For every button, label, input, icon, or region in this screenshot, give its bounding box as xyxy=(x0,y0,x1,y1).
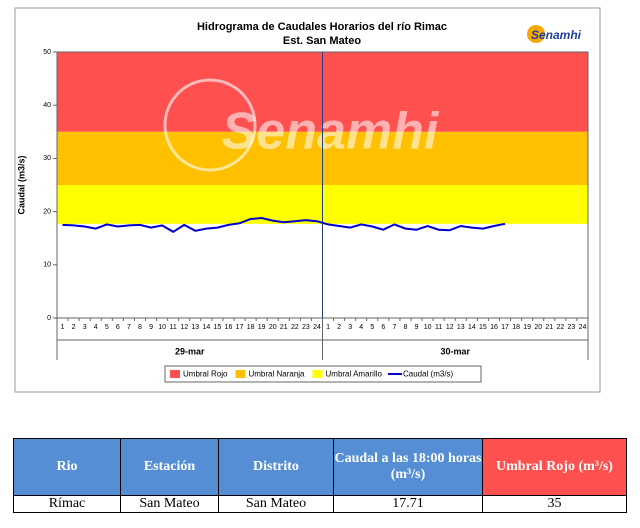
table-row: Rímac San Mateo San Mateo 17.71 35 xyxy=(13,495,627,513)
x-tick-label: 18 xyxy=(512,324,520,331)
header-cell: Umbral Rojo (m³/s) xyxy=(482,438,627,496)
chart-title: Hidrograma de Caudales Horarios del río … xyxy=(197,21,447,33)
x-tick-label: 23 xyxy=(568,324,576,331)
table-header: Rio Estación Distrito Caudal a las 18:00… xyxy=(13,438,627,496)
x-tick-label: 3 xyxy=(348,324,352,331)
x-tick-label: 11 xyxy=(435,324,442,331)
logo: Senamhi xyxy=(531,28,582,42)
x-tick-label: 24 xyxy=(313,324,321,331)
header-cell: Distrito xyxy=(218,438,334,496)
cell: 35 xyxy=(482,495,627,513)
x-tick-label: 12 xyxy=(446,324,454,331)
legend-label: Umbral Amarillo xyxy=(326,370,383,379)
cell: Rímac xyxy=(13,495,121,513)
x-tick-label: 6 xyxy=(116,324,120,331)
watermark: Senamhi xyxy=(222,103,440,161)
y-tick-label: 50 xyxy=(43,49,51,56)
cell: San Mateo xyxy=(218,495,334,513)
x-tick-label: 1 xyxy=(61,324,65,331)
x-tick-label: 7 xyxy=(392,324,396,331)
x-tick-label: 19 xyxy=(523,324,531,331)
legend-label: Umbral Rojo xyxy=(183,370,228,379)
x-tick-label: 9 xyxy=(149,324,153,331)
table: Rio Estación Distrito Caudal a las 18:00… xyxy=(13,438,627,513)
series-line xyxy=(62,216,506,233)
x-tick-label: 16 xyxy=(225,324,233,331)
x-tick-label: 21 xyxy=(280,324,288,331)
logo-sun xyxy=(527,25,545,43)
y-tick-label: 10 xyxy=(43,262,51,269)
legend-swatch xyxy=(312,370,323,378)
legend-label: Caudal (m3/s) xyxy=(403,370,454,379)
x-tick-label: 15 xyxy=(479,324,487,331)
x-tick-label: 11 xyxy=(170,324,177,331)
y-tick-label: 40 xyxy=(43,102,51,109)
x-tick-label: 23 xyxy=(302,324,310,331)
x-tick-label: 8 xyxy=(138,324,142,331)
x-tick-label: 13 xyxy=(191,324,199,331)
x-tick-label: 18 xyxy=(247,324,255,331)
x-tick-label: 17 xyxy=(236,324,244,331)
x-tick-label: 9 xyxy=(415,324,419,331)
x-tick-label: 22 xyxy=(291,324,299,331)
x-tick-label: 13 xyxy=(457,324,465,331)
x-tick-label: 14 xyxy=(468,324,476,331)
x-tick-label: 2 xyxy=(72,324,76,331)
x-tick-label: 3 xyxy=(83,324,87,331)
x-tick-label: 2 xyxy=(337,324,341,331)
y-tick-label: 0 xyxy=(47,315,51,322)
x-tick-label: 20 xyxy=(269,324,277,331)
x-tick-label: 7 xyxy=(127,324,131,331)
x-tick-label: 14 xyxy=(202,324,210,331)
x-tick-label: 10 xyxy=(158,324,166,331)
x-tick-label: 16 xyxy=(490,324,498,331)
header-cell: Rio xyxy=(13,438,121,496)
header-cell: Estación xyxy=(120,438,219,496)
group-label: 29-mar xyxy=(175,346,205,356)
chart: Hidrograma de Caudales Horarios del río … xyxy=(14,7,601,393)
group-label: 30-mar xyxy=(440,346,470,356)
x-tick-label: 5 xyxy=(370,324,374,331)
watermark-sun xyxy=(163,78,257,172)
y-axis-label: Caudal (m3/s) xyxy=(16,155,26,214)
x-tick-label: 17 xyxy=(501,324,509,331)
x-tick-label: 20 xyxy=(534,324,542,331)
legend-swatch xyxy=(170,370,180,378)
x-tick-label: 8 xyxy=(404,324,408,331)
y-tick-label: 30 xyxy=(43,155,51,162)
y-tick-label: 20 xyxy=(43,208,51,215)
x-tick-label: 12 xyxy=(180,324,188,331)
legend-swatch xyxy=(235,370,246,378)
x-tick-label: 19 xyxy=(258,324,266,331)
chart-subtitle: Est. San Mateo xyxy=(283,35,362,47)
x-tick-label: 15 xyxy=(214,324,222,331)
x-tick-label: 10 xyxy=(424,324,432,331)
x-tick-label: 5 xyxy=(105,324,109,331)
x-tick-label: 4 xyxy=(94,324,98,331)
x-tick-label: 4 xyxy=(359,324,363,331)
header-cell: Caudal a las 18:00 horas (m³/s) xyxy=(333,438,483,496)
x-tick-label: 21 xyxy=(545,324,553,331)
x-tick-label: 1 xyxy=(326,324,330,331)
x-tick-label: 22 xyxy=(556,324,564,331)
cell: San Mateo xyxy=(120,495,219,513)
x-tick-label: 24 xyxy=(579,324,587,331)
legend-label: Umbral Naranja xyxy=(248,370,305,379)
x-tick-label: 6 xyxy=(381,324,385,331)
cell: 17.71 xyxy=(333,495,483,513)
